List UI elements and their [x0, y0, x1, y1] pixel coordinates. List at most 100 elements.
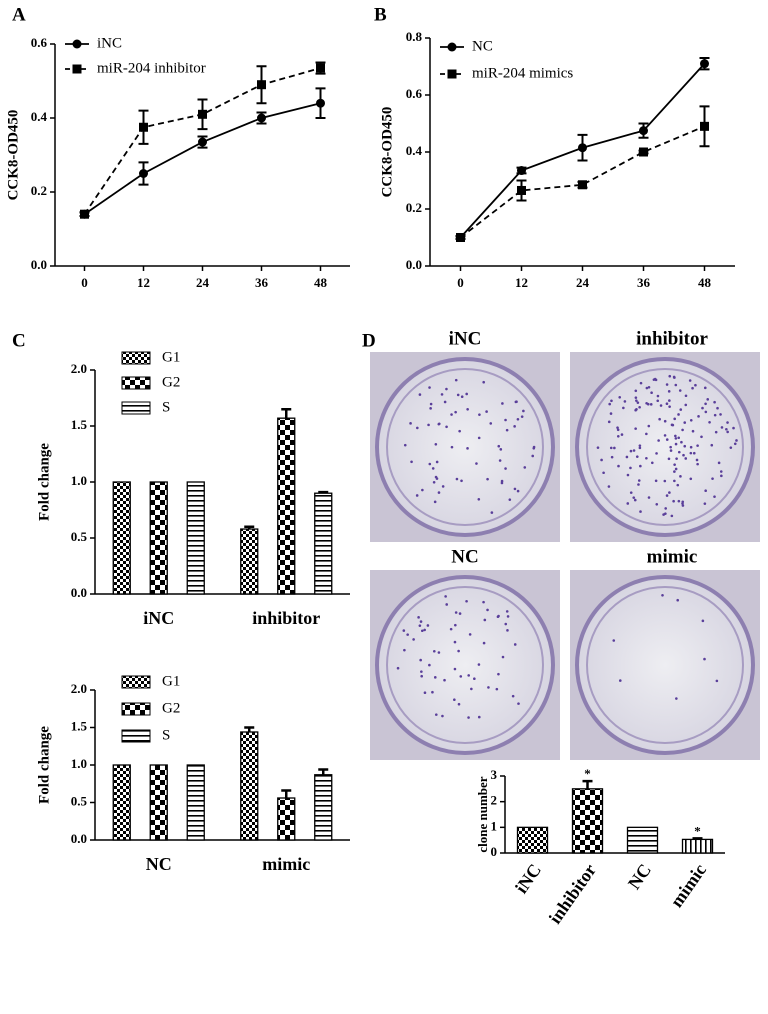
x-tick-label: 48	[314, 275, 328, 290]
legend-marker	[72, 39, 82, 49]
bar	[314, 774, 333, 841]
colony	[704, 402, 707, 406]
marker	[700, 59, 709, 69]
colony	[429, 402, 433, 406]
colony	[465, 599, 468, 603]
legend-label: S	[162, 399, 170, 415]
colony	[610, 455, 614, 459]
colony	[645, 432, 648, 436]
colony	[678, 389, 682, 392]
colony	[458, 612, 462, 615]
colony	[654, 479, 658, 483]
colony	[600, 458, 603, 462]
colony	[506, 629, 509, 632]
bar	[240, 731, 259, 841]
marker	[198, 137, 207, 147]
bar	[240, 528, 259, 595]
legend-marker	[447, 42, 457, 52]
marker	[700, 121, 709, 131]
marker	[517, 185, 526, 195]
colony	[459, 675, 463, 678]
marker	[639, 147, 648, 157]
colony	[468, 633, 472, 636]
y-tick-label: 0.6	[31, 35, 48, 50]
colony	[689, 477, 693, 481]
legend-label: NC	[472, 38, 493, 54]
colony	[617, 464, 620, 468]
colony	[457, 702, 461, 706]
colony	[467, 674, 470, 677]
legend-label: G2	[162, 374, 180, 390]
colony	[691, 429, 695, 433]
colony	[726, 430, 729, 434]
colony	[486, 477, 489, 481]
colony	[431, 467, 435, 470]
colony	[679, 475, 682, 478]
colony	[675, 697, 678, 700]
colony	[664, 507, 667, 510]
bar	[186, 481, 205, 595]
colony	[532, 446, 536, 450]
colony	[695, 458, 699, 462]
colony	[454, 410, 457, 414]
error-bar	[244, 726, 255, 732]
colony	[445, 425, 448, 429]
colony	[633, 498, 637, 502]
y-tick-label: 1	[491, 818, 498, 833]
colony	[696, 462, 699, 466]
colony	[638, 405, 641, 409]
bar	[571, 788, 604, 854]
bar	[314, 492, 333, 595]
colony	[482, 380, 485, 384]
colony	[418, 624, 422, 627]
bar	[112, 764, 131, 841]
colony	[711, 477, 714, 480]
colony	[626, 473, 630, 477]
colony	[681, 500, 685, 504]
colony	[637, 483, 640, 486]
colony	[504, 467, 507, 470]
dish	[575, 357, 755, 537]
marker	[456, 233, 465, 242]
colony	[626, 502, 630, 505]
colony	[467, 716, 470, 719]
colony	[410, 460, 413, 464]
y-tick-label: 0	[491, 844, 498, 859]
colony	[625, 455, 629, 459]
colony	[613, 446, 616, 450]
colony	[703, 657, 706, 661]
colony	[634, 408, 637, 412]
colony	[608, 402, 611, 406]
y-tick-label: 1.5	[71, 718, 88, 733]
marker	[316, 63, 325, 73]
colony	[667, 457, 671, 461]
colony	[511, 694, 515, 698]
colony	[672, 375, 676, 379]
colony	[501, 655, 505, 659]
colony	[726, 421, 729, 424]
colony	[522, 409, 525, 413]
colony	[647, 424, 651, 428]
colony	[515, 400, 518, 403]
colony	[632, 449, 636, 452]
y-tick-label: 0.8	[406, 29, 423, 44]
colony	[423, 691, 427, 695]
colony	[506, 615, 510, 618]
x-tick-label: 24	[196, 275, 210, 290]
colony	[636, 401, 640, 404]
photo-label: inhibitor	[636, 328, 708, 349]
y-tick-label: 0.0	[406, 257, 422, 272]
colony	[487, 686, 490, 689]
colony	[720, 474, 723, 478]
colony	[720, 426, 724, 429]
legend-label: miR-204 inhibitor	[97, 60, 206, 76]
colony	[674, 467, 678, 471]
y-tick-label: 0.4	[31, 109, 48, 124]
colony	[431, 690, 434, 694]
y-tick-label: 1.0	[71, 473, 87, 488]
panel-label: A	[12, 4, 26, 25]
colony	[649, 403, 653, 406]
colony	[465, 392, 468, 396]
colony	[489, 422, 493, 425]
